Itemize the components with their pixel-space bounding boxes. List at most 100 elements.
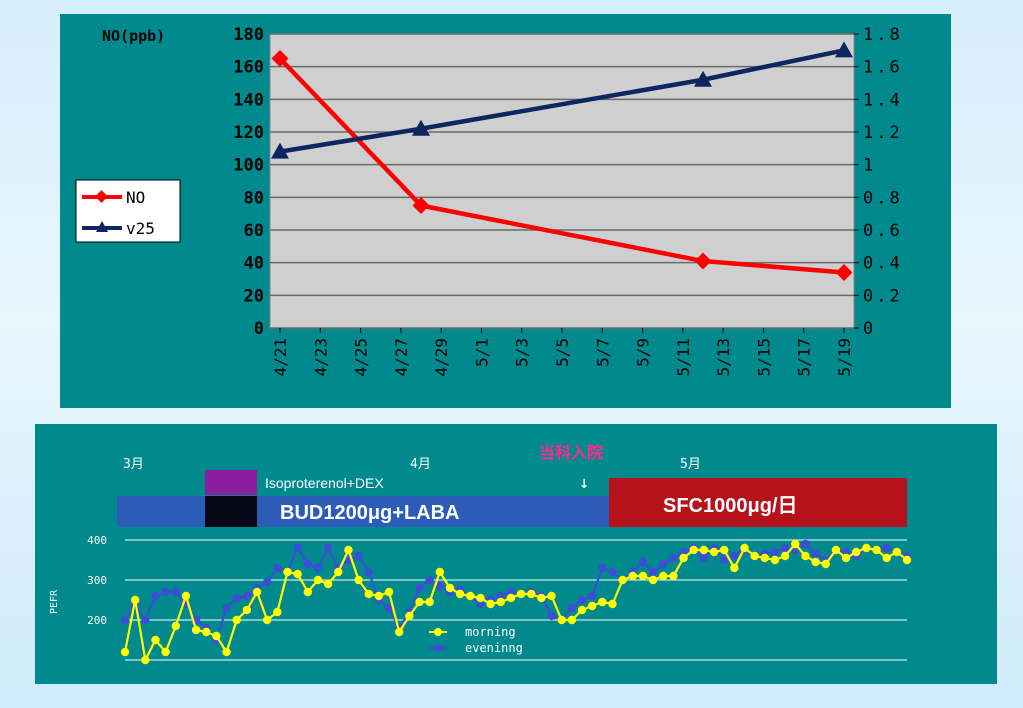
data-point-morning	[638, 571, 648, 581]
series-line-no	[278, 56, 845, 275]
data-point-v25	[835, 41, 853, 58]
sfc-label: SFC1000μg/日	[663, 495, 798, 517]
data-point-eveninng	[222, 603, 231, 613]
data-point-no	[694, 252, 712, 270]
y-tick-right: 0.4	[863, 254, 903, 274]
data-point-morning	[486, 599, 495, 609]
x-tick: 4/29	[432, 338, 451, 377]
data-point-eveninng	[435, 581, 445, 591]
x-tick: 4/21	[271, 338, 290, 377]
x-tick: 5/15	[754, 338, 773, 377]
data-point-morning	[476, 593, 485, 603]
month-label-march: 3月	[123, 457, 144, 472]
data-point-eveninng	[659, 559, 668, 569]
data-point-morning	[740, 543, 749, 553]
data-point-eveninng	[303, 559, 313, 569]
y-tick-right: 1.4	[863, 90, 903, 110]
no-v25-chart: NO(ppb) 0 20 40 60 80 100 120 140 160 180 0 0.2 0.4…	[75, 25, 903, 377]
data-point-morning	[659, 571, 668, 581]
data-point-eveninng	[811, 549, 820, 559]
data-point-morning	[242, 605, 252, 615]
data-point-morning	[669, 571, 678, 581]
data-point-morning	[283, 567, 292, 577]
y-axis-label-pefr: PEFR	[49, 589, 60, 614]
data-point-morning	[770, 555, 780, 565]
data-point-morning	[852, 547, 861, 557]
month-label-april: 4月	[410, 457, 431, 472]
x-tick: 5/5	[553, 338, 572, 367]
pefr-chart-panel: 3月 4月 5月 当科入院 ↓ Isoproterenol+DEX BUD120…	[35, 424, 997, 684]
data-point-morning	[293, 569, 302, 579]
y-tick-left: 180	[233, 25, 264, 45]
admission-arrow: ↓	[579, 473, 589, 493]
y-tick-left: 60	[244, 221, 264, 241]
bud-laba-label: BUD1200μg+LABA	[280, 502, 460, 524]
y-tick-left: 40	[244, 254, 264, 274]
x-tick: 5/19	[835, 338, 854, 377]
data-point-eveninng	[567, 603, 577, 613]
data-point-eveninng	[577, 595, 587, 605]
data-point-morning	[730, 563, 739, 573]
data-point-morning	[628, 571, 637, 581]
legend-label-eveninng: eveninng	[465, 641, 523, 655]
data-point-morning	[811, 557, 820, 567]
x-tick: 4/23	[311, 338, 330, 377]
data-point-eveninng	[679, 547, 688, 557]
y-tick-left: 0	[254, 319, 264, 339]
x-tick: 5/13	[714, 338, 733, 377]
data-point-morning	[567, 615, 577, 625]
data-point-morning	[171, 621, 180, 631]
legend-label-no: NO	[126, 188, 145, 207]
y-tick-right: 1.8	[863, 25, 903, 45]
data-point-morning	[374, 591, 384, 601]
pefr-chart: 3月 4月 5月 当科入院 ↓ Isoproterenol+DEX BUD120…	[49, 443, 912, 665]
data-point-eveninng	[608, 567, 617, 577]
data-point-morning	[699, 545, 709, 555]
data-point-morning	[141, 655, 150, 665]
data-point-eveninng	[273, 563, 282, 573]
data-point-morning	[882, 553, 891, 563]
data-point-morning	[791, 539, 800, 549]
data-point-eveninng	[141, 615, 150, 625]
data-point-morning	[425, 597, 434, 607]
y-tick-right: 1	[863, 156, 876, 176]
data-point-morning	[557, 615, 566, 625]
data-point-eveninng	[506, 587, 516, 597]
y-tick-left: 140	[233, 90, 264, 110]
x-tick: 5/17	[795, 338, 814, 377]
y-tick-left: 160	[233, 58, 264, 78]
data-point-eveninng	[313, 563, 323, 573]
data-point-morning	[821, 559, 830, 569]
data-point-morning	[679, 553, 688, 563]
y-tick: 400	[87, 534, 107, 547]
bud-laba-dark-segment	[205, 496, 257, 527]
data-point-eveninng	[151, 591, 160, 601]
admission-annotation: 当科入院	[539, 443, 603, 462]
legend-marker-v25	[96, 221, 108, 232]
data-point-morning	[313, 575, 323, 585]
y-tick-right: 1.2	[863, 123, 903, 143]
y-tick-left: 120	[233, 123, 264, 143]
data-point-no	[412, 197, 430, 214]
x-tick: 5/7	[593, 338, 612, 367]
y-tick-right: 0.6	[863, 221, 903, 241]
data-point-morning	[151, 635, 160, 645]
data-point-v25	[694, 70, 712, 87]
data-point-morning	[537, 593, 546, 603]
data-point-eveninng	[801, 539, 810, 549]
data-point-morning	[212, 631, 221, 641]
data-point-eveninng	[770, 547, 780, 557]
data-point-morning	[750, 551, 759, 561]
data-point-morning	[273, 607, 282, 617]
data-point-eveninng	[648, 567, 658, 577]
sfc-bar	[609, 478, 907, 527]
data-point-morning	[445, 583, 455, 593]
data-point-eveninng	[780, 543, 790, 553]
data-point-morning	[841, 553, 851, 563]
data-point-morning	[760, 553, 770, 563]
data-point-morning	[130, 595, 140, 605]
data-point-eveninng	[262, 577, 272, 587]
data-point-morning	[120, 647, 130, 657]
legend-label-morning: morning	[465, 625, 516, 639]
data-point-eveninng	[719, 555, 729, 565]
